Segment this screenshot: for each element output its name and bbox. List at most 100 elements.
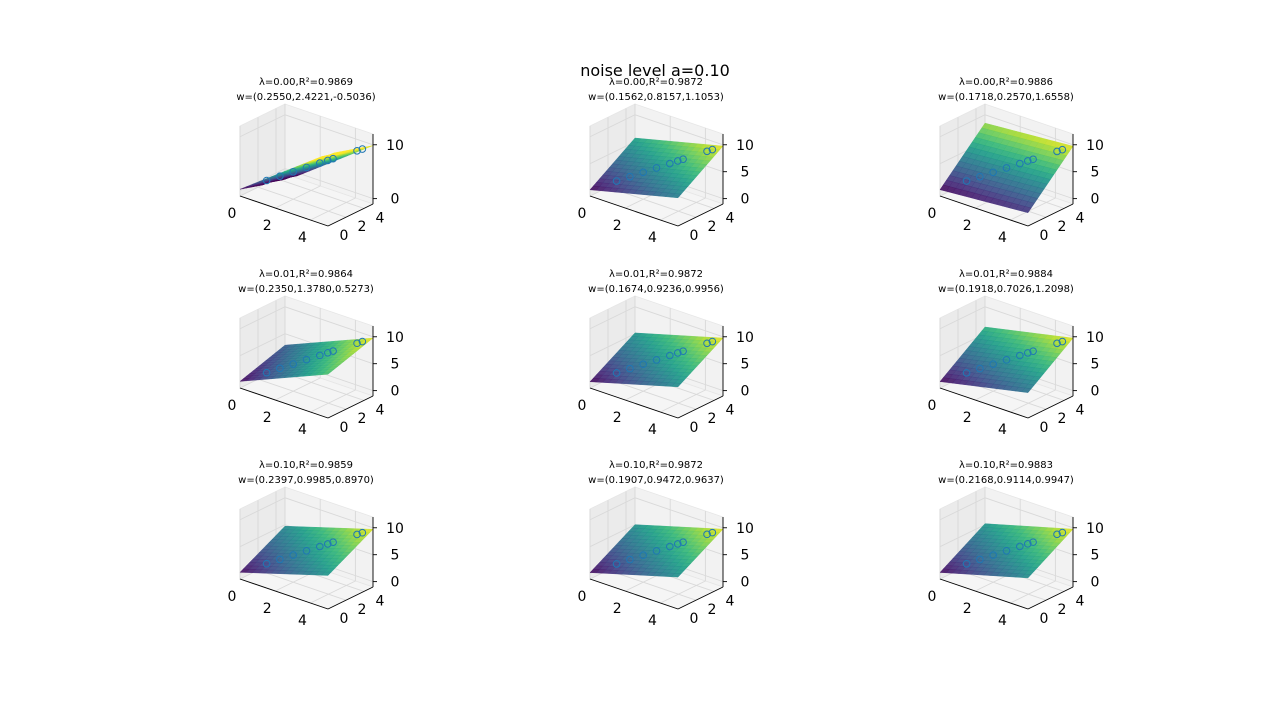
data-point — [289, 360, 298, 368]
data-point — [316, 351, 324, 360]
x-tick-label: 4 — [648, 613, 657, 629]
y-axis-line — [1027, 586, 1074, 610]
data-point — [1058, 528, 1067, 537]
z-tick-label: 0 — [391, 575, 400, 591]
z-tick-label: 5 — [1091, 165, 1100, 181]
data-point — [626, 364, 634, 373]
z-tick-label: 0 — [391, 384, 400, 400]
data-point — [612, 177, 621, 185]
x-axis-line — [589, 578, 679, 610]
z-tick-label: 5 — [1091, 357, 1100, 373]
data-point — [673, 540, 682, 548]
data-point — [962, 177, 971, 185]
data-point — [262, 368, 271, 377]
y-tick-label: 0 — [340, 228, 349, 244]
gridline — [939, 114, 1074, 146]
data-point — [289, 167, 298, 176]
y-tick-label: 4 — [726, 402, 735, 418]
y-tick-label: 0 — [340, 611, 349, 627]
data-point — [316, 159, 324, 167]
data-point — [323, 540, 332, 548]
data-point — [1053, 339, 1061, 348]
subplot-grid: λ=0.00,R²=0.9869 w=(0.2550,2.4221,-0.5036… — [228, 77, 1104, 629]
data-point — [652, 164, 661, 172]
x-tick-label: 4 — [298, 613, 307, 629]
data-point — [1053, 530, 1061, 539]
subplot-panel: λ=0.10,R²=0.9872 w=(0.1907,0.9472,0.9637)… — [578, 460, 754, 629]
data-point — [666, 351, 674, 360]
data-point — [708, 528, 717, 537]
data-point — [708, 337, 717, 346]
data-point — [1053, 147, 1061, 156]
y-tick-label: 2 — [708, 411, 717, 427]
z-tick-label: 0 — [1091, 192, 1100, 208]
data-point — [703, 530, 711, 539]
y-axis-line — [327, 395, 374, 419]
subplot-title-r2: λ=0.10,R²=0.9859 — [259, 460, 353, 471]
x-axis-line — [939, 578, 1029, 610]
y-tick-label: 0 — [340, 420, 349, 436]
data-point — [302, 547, 311, 555]
data-point — [323, 156, 332, 165]
surface-facet — [321, 371, 332, 376]
data-point — [612, 560, 621, 568]
subplot-title-weights: w=(0.2397,0.9985,0.8970) — [238, 475, 374, 486]
z-tick-label: 10 — [1086, 521, 1104, 537]
data-point — [329, 347, 337, 355]
x-tick-label: 4 — [998, 422, 1007, 438]
data-point — [1016, 351, 1024, 360]
subplot-title-weights: w=(0.1918,0.7026,1.2098) — [938, 284, 1074, 295]
regression-surface — [939, 523, 1074, 579]
data-point — [976, 555, 984, 564]
gridline — [239, 497, 374, 529]
gridline — [239, 114, 374, 146]
x-tick-label: 2 — [963, 410, 972, 426]
data-point — [673, 157, 682, 165]
gridline — [589, 497, 724, 529]
data-point — [1023, 540, 1032, 548]
data-point — [329, 538, 337, 547]
x-tick-label: 2 — [613, 601, 622, 617]
data-point — [1058, 337, 1067, 346]
y-tick-label: 4 — [376, 210, 385, 226]
gridline — [275, 308, 321, 401]
regression-surface — [589, 137, 724, 199]
x-axis-line — [939, 387, 1029, 419]
data-point — [1029, 347, 1037, 355]
data-point — [1016, 542, 1024, 551]
data-point — [276, 172, 284, 180]
subplot-title-r2: λ=0.01,R²=0.9864 — [259, 269, 353, 280]
subplot-title-r2: λ=0.01,R²=0.9872 — [609, 269, 703, 280]
subplot-panel: λ=0.01,R²=0.9864 w=(0.2350,1.3780,0.5273)… — [228, 269, 404, 438]
surface-facet — [671, 573, 682, 578]
subplot-title-weights: w=(0.1562,0.8157,1.1053) — [588, 92, 724, 103]
subplot-title-weights: w=(0.1718,0.2570,1.6558) — [938, 92, 1074, 103]
subplot-panel: λ=0.00,R²=0.9869 w=(0.2550,2.4221,-0.5036… — [228, 77, 404, 246]
z-tick-label: 0 — [1091, 384, 1100, 400]
data-point — [673, 349, 682, 357]
data-point — [626, 172, 634, 181]
z-tick-label: 5 — [741, 548, 750, 564]
x-axis-line — [239, 387, 329, 419]
subplot-panel: λ=0.01,R²=0.9872 w=(0.1674,0.9236,0.9956)… — [578, 269, 754, 438]
x-tick-label: 4 — [648, 422, 657, 438]
y-tick-label: 2 — [358, 219, 367, 235]
gridline — [239, 306, 374, 338]
gridline — [589, 114, 724, 146]
data-point — [1002, 164, 1011, 172]
x-tick-label: 2 — [963, 601, 972, 617]
z-tick-label: 10 — [736, 521, 754, 537]
data-point — [652, 356, 661, 364]
y-tick-label: 0 — [690, 228, 699, 244]
subplot-panel: λ=0.10,R²=0.9859 w=(0.2397,0.9985,0.8970)… — [228, 460, 404, 629]
z-tick-label: 5 — [741, 357, 750, 373]
x-tick-label: 2 — [263, 218, 272, 234]
x-tick-label: 2 — [963, 218, 972, 234]
subplot-title-r2: λ=0.00,R²=0.9869 — [259, 77, 353, 88]
x-tick-label: 0 — [228, 398, 237, 414]
y-tick-label: 2 — [358, 602, 367, 618]
x-axis-line — [239, 578, 329, 610]
data-point — [679, 347, 687, 355]
subplot-title-weights: w=(0.2550,2.4221,-0.5036) — [236, 92, 375, 103]
